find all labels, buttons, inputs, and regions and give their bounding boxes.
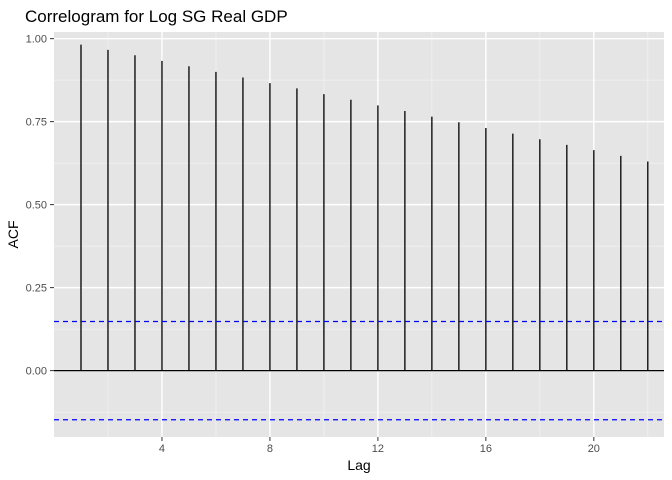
y-axis: 0.00 0.25 0.50 0.75 1.00 xyxy=(26,34,54,378)
y-tick-label: 0.00 xyxy=(26,366,47,378)
y-tick-label: 0.75 xyxy=(26,117,47,129)
y-axis-title: ACF xyxy=(5,221,21,249)
y-tick-label: 0.50 xyxy=(26,200,47,212)
y-tick-label: 0.25 xyxy=(26,283,47,295)
x-tick-label: 8 xyxy=(267,443,273,455)
chart-title: Correlogram for Log SG Real GDP xyxy=(25,7,288,26)
x-tick-label: 4 xyxy=(159,443,165,455)
x-tick-label: 16 xyxy=(480,443,492,455)
x-axis-title: Lag xyxy=(347,457,370,473)
plot-panel xyxy=(54,32,664,437)
x-tick-label: 12 xyxy=(372,443,384,455)
x-axis: 4 8 12 16 20 xyxy=(159,437,600,455)
acf-bars xyxy=(80,44,649,371)
x-tick-label: 20 xyxy=(588,443,600,455)
y-tick-label: 1.00 xyxy=(26,34,47,46)
